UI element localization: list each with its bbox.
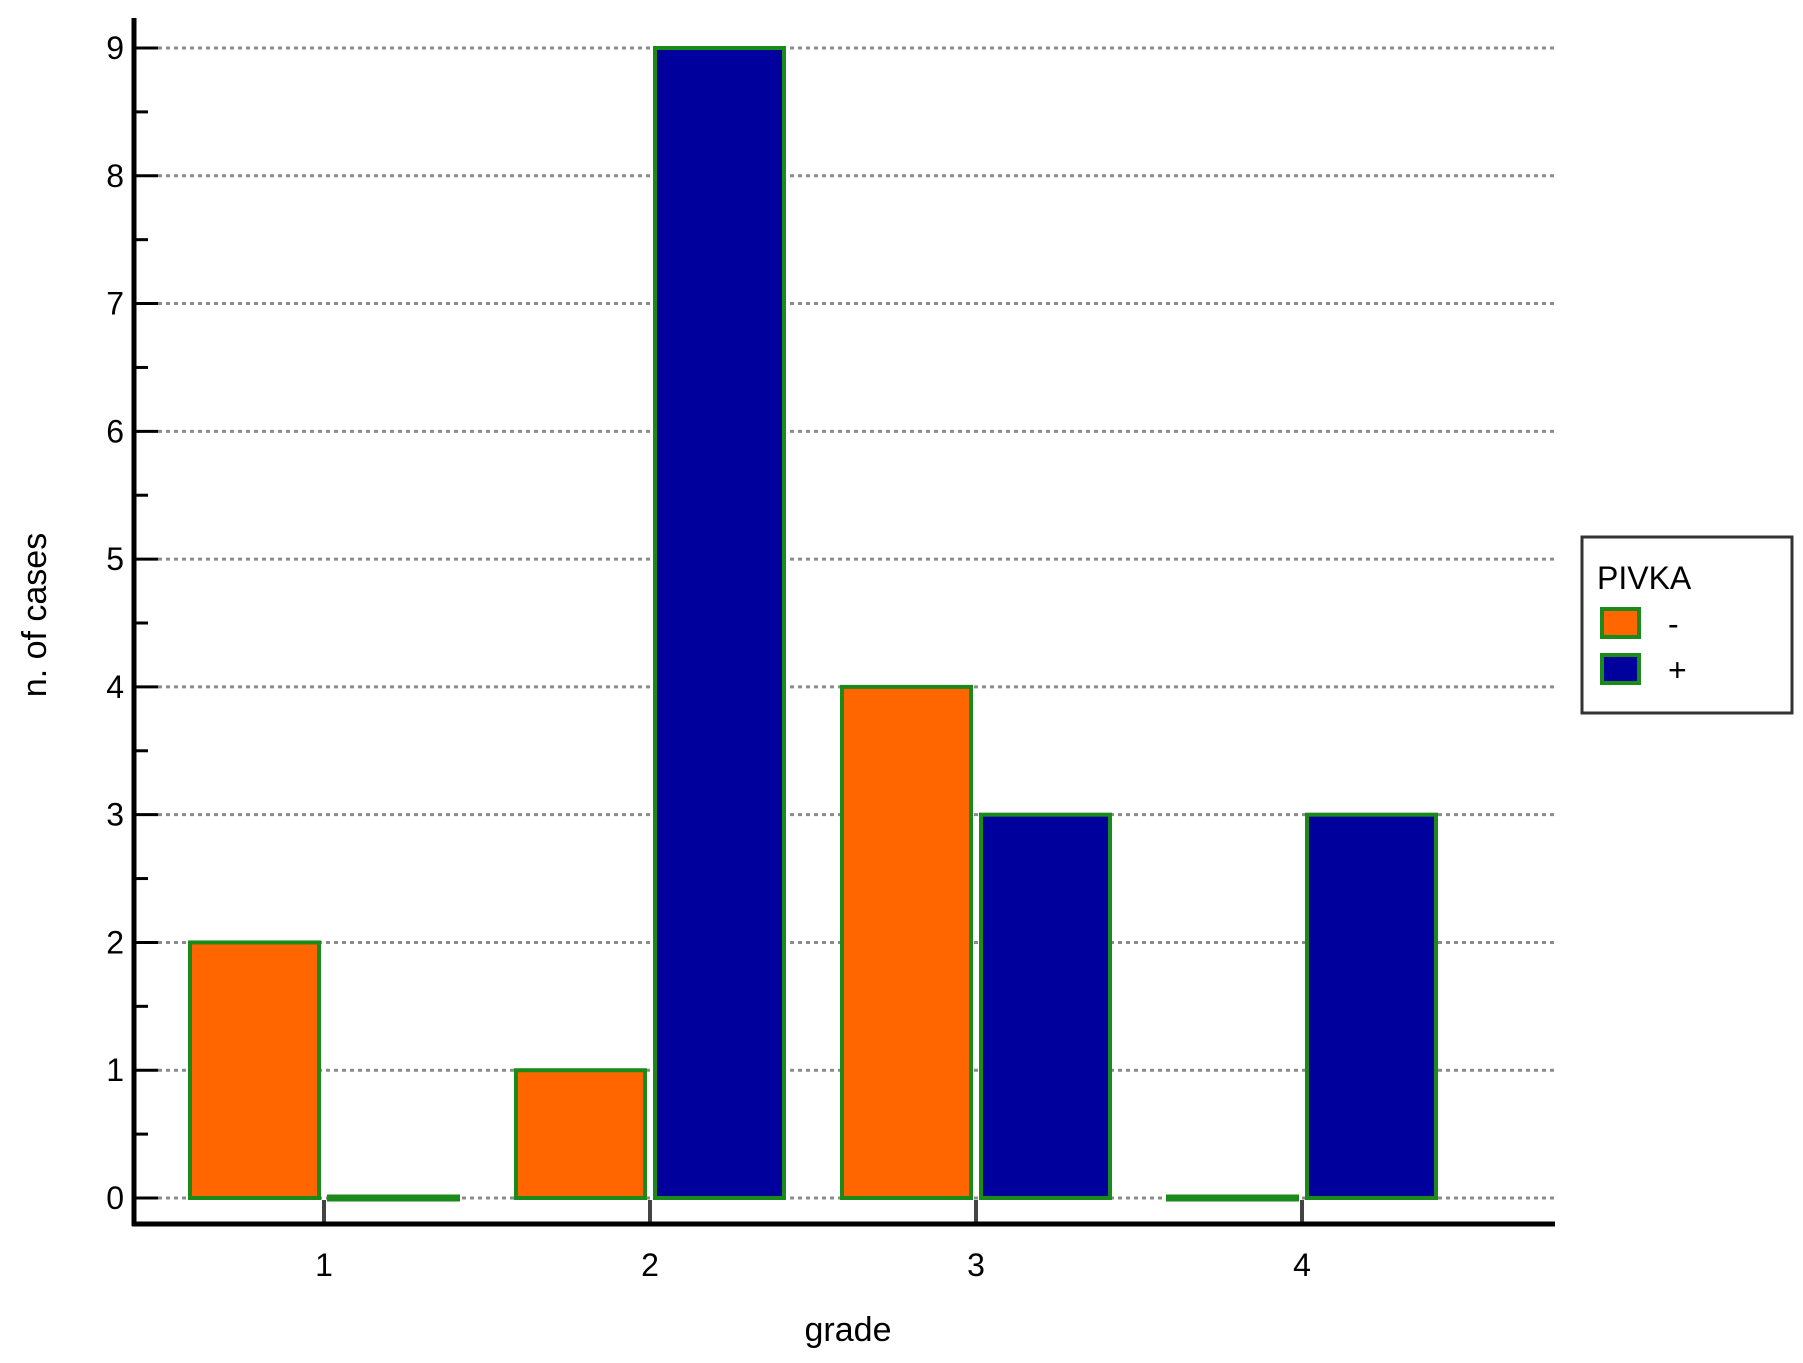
- bar-positive: [1305, 812, 1438, 1201]
- bar-negative: [514, 1068, 647, 1200]
- bar-negative: [188, 940, 321, 1201]
- legend-label: +: [1668, 652, 1687, 688]
- axes: 0 1 2 3 4 5 6 7 8 9 1 2 3 4: [106, 18, 1555, 1283]
- y-tick-label: 9: [106, 30, 124, 66]
- bar-negative: [840, 684, 973, 1201]
- x-tick-label: 4: [1293, 1247, 1311, 1283]
- bar-positive: [979, 812, 1112, 1201]
- x-tick-label: 2: [641, 1247, 659, 1283]
- y-tick-label: 2: [106, 924, 124, 960]
- y-tick-label: 1: [106, 1052, 124, 1088]
- x-axis-title: grade: [805, 1311, 892, 1349]
- y-tick-label: 0: [106, 1180, 124, 1216]
- bar-positive: [327, 1194, 460, 1202]
- bar-negative: [1166, 1194, 1299, 1202]
- y-tick-label: 7: [106, 286, 124, 322]
- bars: [188, 46, 1438, 1202]
- y-tick-label: 8: [106, 158, 124, 194]
- y-tick-label: 5: [106, 541, 124, 577]
- y-tick-label: 4: [106, 669, 124, 705]
- bar-positive: [653, 46, 786, 1200]
- x-tick-label: 1: [315, 1247, 333, 1283]
- y-tick-label: 3: [106, 797, 124, 833]
- legend-label: -: [1668, 606, 1679, 642]
- legend: PIVKA - +: [1580, 535, 1794, 715]
- legend-swatch: [1600, 653, 1641, 685]
- y-tick-label: 6: [106, 413, 124, 449]
- legend-title: PIVKA: [1597, 560, 1692, 596]
- y-axis-title: n. of cases: [16, 533, 54, 697]
- x-tick-label: 3: [967, 1247, 985, 1283]
- legend-swatch: [1600, 607, 1641, 639]
